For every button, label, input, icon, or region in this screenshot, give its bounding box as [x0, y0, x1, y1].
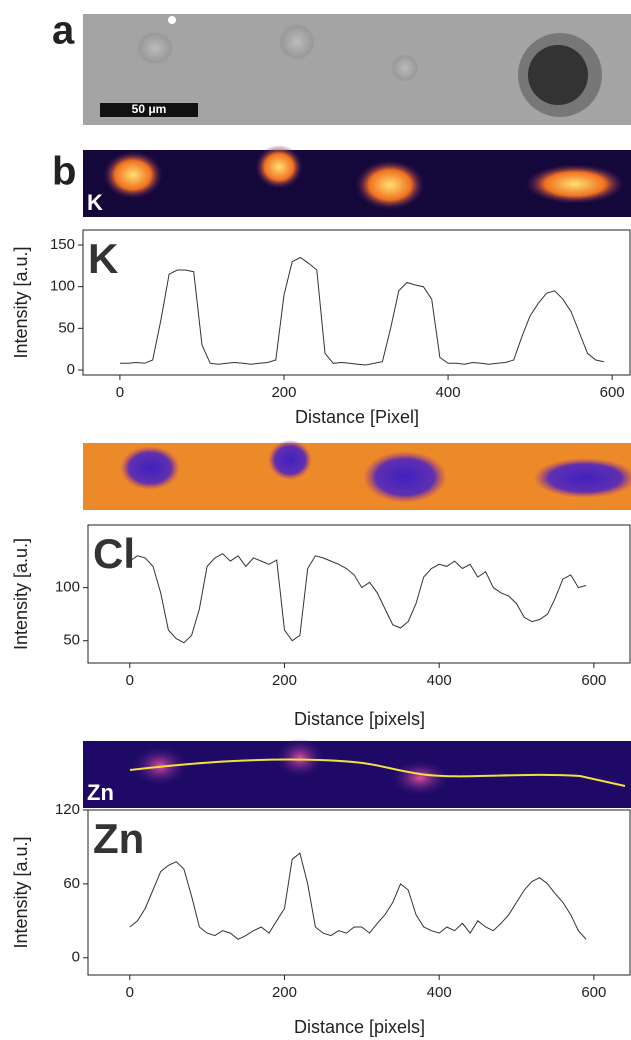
plot-frame: [87, 524, 631, 664]
y-tick-label: 60: [63, 875, 80, 892]
scale-bar-label: 50 μm: [132, 102, 167, 116]
y-tick-label: 100: [50, 278, 75, 295]
x-tick-label: 0: [126, 672, 134, 689]
x-tick-label: 400: [436, 384, 461, 401]
y-axis-label: Intensity [a.u.]: [11, 836, 31, 948]
y-tick-label: 50: [63, 632, 80, 649]
panel-label: b: [52, 150, 76, 194]
x-tick-label: 600: [600, 384, 625, 401]
y-tick-label: 0: [72, 949, 80, 966]
x-axis-label: Distance [pixels]: [294, 709, 425, 729]
image-label: K: [87, 190, 103, 215]
x-tick-label: 600: [581, 672, 606, 689]
chart-title: Zn: [93, 815, 144, 862]
y-axis-label: Intensity [a.u.]: [11, 246, 31, 358]
x-tick-label: 200: [271, 384, 296, 401]
x-tick-label: 600: [581, 984, 606, 1001]
y-tick-label: 100: [55, 579, 80, 596]
y-tick-label: 120: [55, 801, 80, 818]
panel-label: a: [52, 9, 75, 53]
image-label: Zn: [87, 780, 114, 805]
y-tick-label: 150: [50, 236, 75, 253]
y-axis-label: Intensity [a.u.]: [11, 538, 31, 650]
x-tick-label: 200: [272, 984, 297, 1001]
data-line: [129, 852, 587, 940]
x-axis-label: Distance [pixels]: [294, 1017, 425, 1037]
x-tick-label: 0: [126, 984, 134, 1001]
plot-frame: [87, 809, 631, 976]
x-tick-label: 400: [427, 984, 452, 1001]
image-b: [83, 145, 631, 217]
x-tick-label: 400: [427, 672, 452, 689]
image-a: [83, 14, 631, 125]
plot-frame: [82, 229, 631, 376]
x-tick-label: 0: [116, 384, 124, 401]
image-zn: [83, 738, 631, 808]
chart-title: Cl: [93, 530, 135, 577]
image-cl: [83, 440, 631, 510]
x-axis-label: Distance [Pixel]: [295, 407, 419, 427]
data-line: [129, 553, 587, 644]
y-tick-label: 50: [58, 319, 75, 336]
y-tick-label: 0: [67, 361, 75, 378]
x-tick-label: 200: [272, 672, 297, 689]
data-line: [119, 256, 605, 366]
chart-title: K: [88, 235, 118, 282]
